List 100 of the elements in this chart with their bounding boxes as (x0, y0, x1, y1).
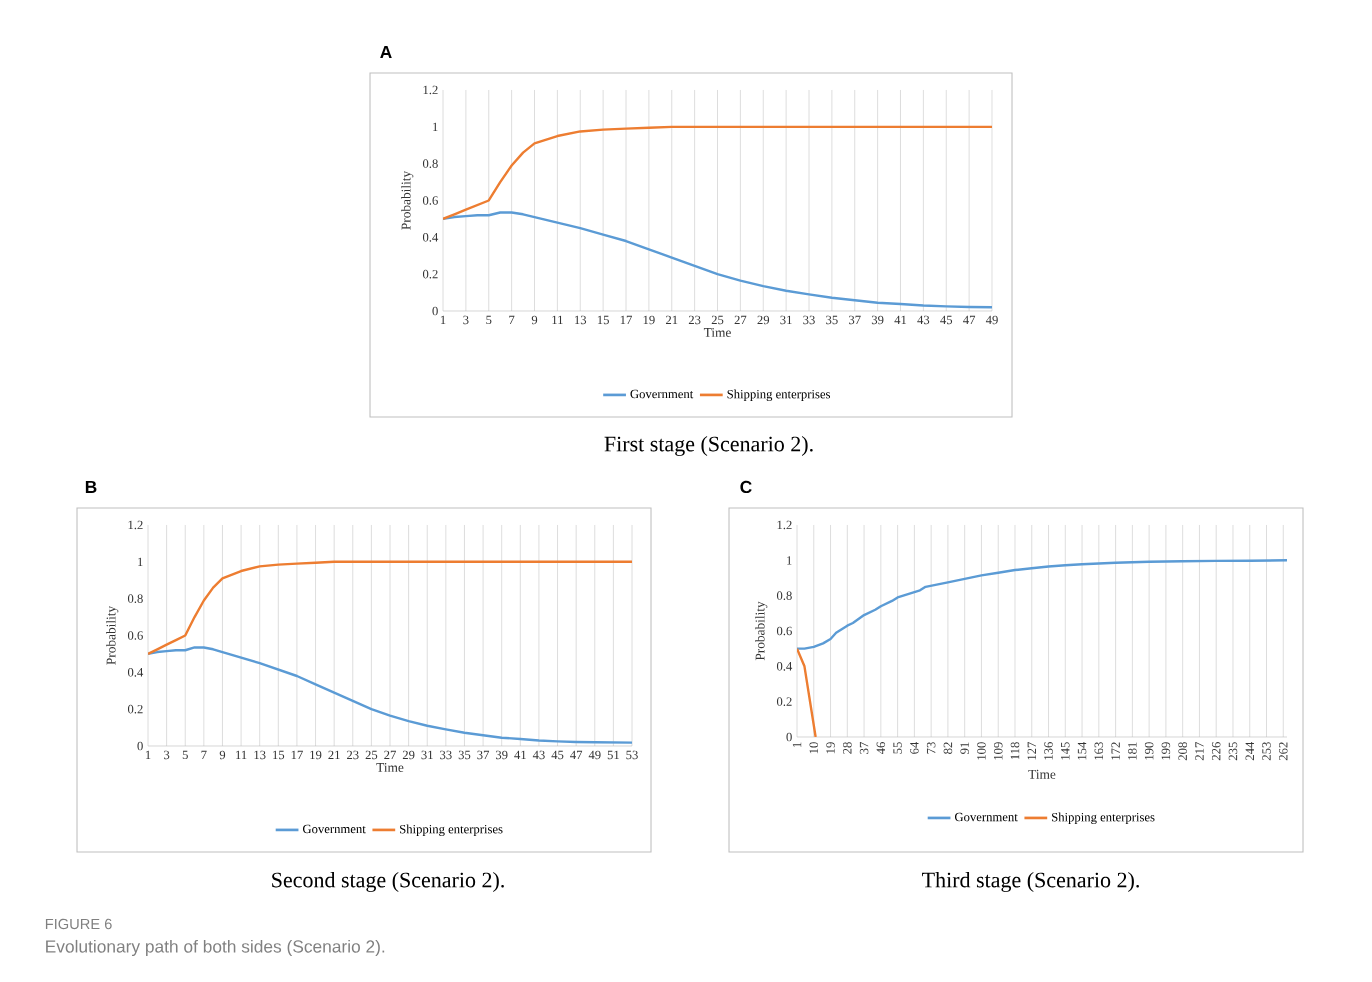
x-tick-label: 9 (531, 315, 538, 325)
legend-label: Government (954, 812, 1018, 822)
x-tick-label: 1 (440, 315, 446, 325)
x-tick-label: 45 (551, 750, 564, 760)
x-tick-label: 41 (514, 750, 526, 760)
chart-title: C (740, 480, 752, 494)
legend-label: Shipping enterprises (727, 389, 831, 402)
x-tick-label: 45 (940, 315, 953, 325)
legend-label: Government (630, 389, 694, 399)
x-tick-label: 35 (826, 315, 838, 325)
x-tick-label: 1 (792, 742, 802, 747)
x-tick-label: 172 (1111, 742, 1120, 760)
x-tick-label: 3 (463, 315, 469, 325)
x-tick-label: 10 (809, 742, 819, 754)
x-tick-label: 37 (477, 750, 490, 760)
x-tick-label: 1 (145, 750, 151, 760)
x-tick-label: 163 (1094, 742, 1104, 760)
x-tick-label: 13 (254, 750, 266, 760)
x-tick-label: 145 (1061, 742, 1070, 760)
x-tick-label: 46 (876, 742, 886, 755)
x-tick-label: 15 (273, 750, 285, 760)
x-tick-label: 235 (1228, 742, 1238, 761)
x-tick-label: 21 (328, 750, 340, 760)
x-tick-label: 33 (803, 315, 815, 325)
text: Second stage (Scenario 2). (272, 871, 504, 892)
x-tick-label: 47 (963, 315, 976, 325)
x-tick-label: 244 (1245, 741, 1254, 761)
y-tick-label: 0.6 (127, 631, 143, 640)
x-tick-label: 82 (943, 742, 953, 754)
y-axis-title: Probability (106, 605, 119, 665)
x-tick-label: 91 (960, 742, 969, 754)
y-tick-label: 0.4 (422, 233, 439, 242)
x-tick-label: 100 (977, 742, 986, 760)
x-tick-label: 28 (843, 742, 852, 754)
chart-title: B (85, 481, 97, 493)
x-tick-label: 27 (384, 750, 396, 760)
x-tick-label: 49 (985, 315, 998, 325)
y-axis-title: Probability (755, 601, 768, 661)
y-axis-title: Probability (401, 170, 414, 230)
x-tick-label: 15 (597, 315, 609, 325)
x-tick-label: 43 (532, 750, 545, 760)
x-tick-label: 136 (1044, 742, 1053, 760)
y-tick-label: 1 (433, 122, 438, 132)
x-tick-label: 13 (575, 315, 587, 325)
x-tick-label: 11 (552, 315, 563, 325)
text: Third stage (Scenario 2). (922, 871, 1139, 892)
x-tick-label: 181 (1128, 742, 1137, 760)
x-tick-label: 5 (182, 750, 188, 760)
x-tick-label: 7 (509, 315, 515, 324)
x-tick-label: 17 (620, 315, 632, 325)
x-tick-label: 17 (291, 750, 303, 760)
x-tick-label: 33 (440, 750, 452, 760)
x-tick-label: 31 (780, 315, 792, 325)
y-tick-label: 1.2 (777, 520, 792, 530)
x-axis-title: Time (1028, 769, 1056, 779)
y-tick-label: 0 (432, 306, 438, 316)
y-tick-label: 1.2 (423, 85, 438, 95)
x-tick-label: 39 (495, 750, 508, 760)
x-tick-label: 51 (607, 750, 619, 760)
y-tick-label: 0.2 (422, 269, 438, 279)
x-tick-label: 41 (894, 315, 907, 325)
x-tick-label: 37 (849, 315, 861, 325)
x-tick-label: 190 (1144, 742, 1154, 760)
x-tick-label: 226 (1211, 742, 1221, 761)
y-tick-label: 0.6 (776, 626, 792, 636)
x-tick-label: 73 (926, 742, 936, 754)
x-tick-label: 5 (486, 315, 492, 325)
legend-label: Shipping enterprises (400, 824, 503, 837)
x-tick-label: 154 (1077, 741, 1087, 760)
y-tick-label: 1 (138, 557, 143, 566)
y-tick-label: 0.6 (422, 196, 438, 205)
x-tick-label: 23 (688, 315, 701, 325)
y-tick-label: 0 (786, 732, 792, 742)
caption: FIGURE 6 (45, 918, 112, 930)
x-tick-label: 29 (757, 315, 770, 325)
y-tick-label: 1 (787, 556, 792, 565)
x-tick-label: 55 (893, 742, 902, 754)
x-tick-label: 19 (826, 742, 835, 754)
x-tick-label: 35 (458, 750, 471, 760)
x-tick-label: 25 (711, 315, 724, 325)
x-tick-label: 39 (871, 315, 884, 325)
x-tick-label: 109 (993, 742, 1003, 760)
x-tick-label: 262 (1279, 742, 1288, 761)
x-tick-label: 11 (236, 750, 247, 760)
x-tick-label: 19 (310, 750, 322, 760)
x-tick-label: 127 (1027, 742, 1036, 760)
y-tick-label: 0.8 (422, 159, 438, 168)
x-tick-label: 9 (219, 750, 226, 760)
x-tick-label: 19 (643, 315, 655, 325)
x-tick-label: 64 (910, 741, 919, 754)
x-tick-label: 43 (917, 315, 930, 325)
x-tick-label: 31 (421, 750, 433, 760)
chart-title: A (380, 46, 392, 58)
y-tick-label: 0 (137, 741, 143, 751)
y-tick-label: 0.8 (127, 594, 143, 603)
x-tick-label: 21 (665, 315, 678, 325)
x-tick-label: 25 (365, 750, 378, 760)
x-tick-label: 27 (734, 315, 747, 325)
x-tick-label: 208 (1178, 742, 1187, 761)
text: Evolutionary path of both sides (Scenario 2). (46, 939, 385, 957)
